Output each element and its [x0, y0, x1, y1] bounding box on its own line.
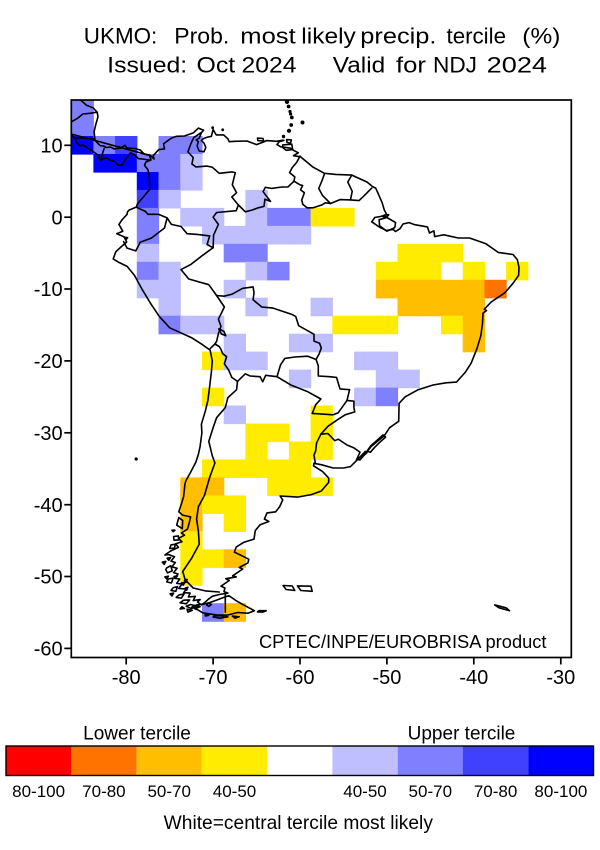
- svg-text:-60: -60: [34, 639, 63, 661]
- svg-text:50-70: 50-70: [147, 782, 190, 801]
- svg-text:80-100: 80-100: [12, 782, 65, 801]
- svg-text:Upper tercile: Upper tercile: [408, 724, 516, 745]
- svg-text:70-80: 70-80: [474, 782, 517, 801]
- svg-text:(%): (%): [522, 24, 560, 49]
- svg-text:UKMO:: UKMO:: [84, 24, 157, 49]
- svg-text:-30: -30: [546, 667, 575, 689]
- svg-text:70-80: 70-80: [82, 782, 125, 801]
- svg-text:0: 0: [51, 207, 62, 229]
- svg-text:most: most: [240, 24, 295, 49]
- svg-text:Lower tercile: Lower tercile: [83, 724, 191, 745]
- svg-text:-30: -30: [34, 423, 63, 445]
- svg-text:precip.: precip.: [360, 24, 436, 49]
- svg-text:2024: 2024: [487, 53, 547, 78]
- svg-text:Oct: Oct: [197, 53, 236, 78]
- svg-text:80-100: 80-100: [534, 782, 587, 801]
- svg-text:10: 10: [40, 136, 62, 158]
- svg-text:40-50: 40-50: [343, 782, 386, 801]
- svg-text:White=central tercile most lik: White=central tercile most likely: [164, 813, 434, 834]
- svg-text:-70: -70: [199, 667, 228, 689]
- svg-text:Prob.: Prob.: [174, 24, 229, 49]
- svg-text:2024: 2024: [242, 53, 297, 78]
- svg-text:-50: -50: [34, 567, 63, 589]
- svg-text:CPTEC/INPE/EUROBRISA product: CPTEC/INPE/EUROBRISA product: [259, 631, 547, 652]
- svg-text:tercile: tercile: [447, 24, 507, 49]
- svg-text:likely: likely: [301, 24, 356, 49]
- svg-text:-80: -80: [112, 667, 141, 689]
- svg-text:NDJ: NDJ: [433, 53, 477, 78]
- svg-text:-20: -20: [34, 351, 63, 373]
- svg-text:-40: -40: [34, 495, 63, 517]
- svg-text:-50: -50: [372, 667, 401, 689]
- svg-text:40-50: 40-50: [213, 782, 256, 801]
- svg-text:Issued:: Issued:: [107, 53, 187, 78]
- svg-text:50-70: 50-70: [409, 782, 452, 801]
- svg-text:Valid: Valid: [333, 53, 385, 78]
- svg-text:-40: -40: [459, 667, 488, 689]
- svg-text:-10: -10: [34, 279, 63, 301]
- svg-text:-60: -60: [286, 667, 315, 689]
- svg-text:for: for: [396, 53, 426, 78]
